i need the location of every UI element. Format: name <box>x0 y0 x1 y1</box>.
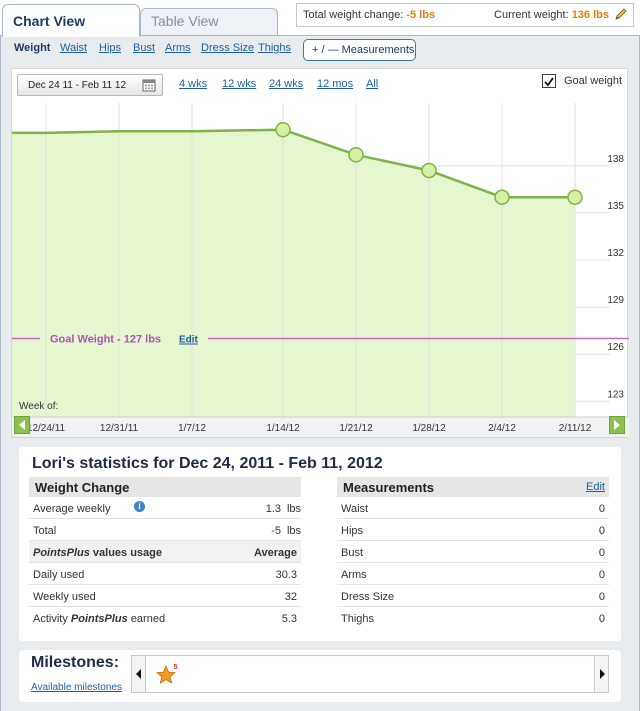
daily-used-row: Daily used 30.3 <box>29 563 301 585</box>
measurement-row-hips: Hips 0 <box>337 519 609 541</box>
metric-dress-size[interactable]: Dress Size <box>201 42 255 54</box>
date-range-value: Dec 24 11 - Feb 11 12 <box>28 80 127 91</box>
metric-thighs[interactable]: Thighs <box>258 42 292 54</box>
tab-table-view[interactable]: Table View <box>140 8 278 35</box>
view-tabs: Chart View Table View <box>0 0 640 37</box>
x-tick-label: 1/14/12 <box>266 423 300 434</box>
calendar-icon[interactable] <box>142 78 156 92</box>
x-tick-label: 12/24/11 <box>27 423 66 434</box>
range-all[interactable]: All <box>366 78 379 90</box>
arrow-left-icon <box>19 420 25 430</box>
measurements-edit-link[interactable]: Edit <box>586 481 605 493</box>
weight-point <box>494 189 510 205</box>
y-tick-label: 135 <box>607 201 624 212</box>
goal-weight-checkbox[interactable] <box>542 74 556 88</box>
x-tick-label: 1/21/12 <box>339 423 373 434</box>
star-icon[interactable]: 5 <box>154 662 180 688</box>
milestones-carousel: 5 <box>131 655 609 693</box>
pencil-icon[interactable] <box>614 7 628 21</box>
total-weight-change-value: -5 lbs <box>406 9 436 21</box>
weekly-used-row: Weekly used 32 <box>29 585 301 607</box>
weight-point <box>275 121 291 138</box>
statistics-panel: Lori's statistics for Dec 24, 2011 - Feb… <box>19 447 621 641</box>
range-12-months[interactable]: 12 mos <box>317 78 354 90</box>
weight-area <box>12 129 575 417</box>
y-tick-label: 123 <box>607 389 624 400</box>
current-weight: Current weight: 136 lbs <box>494 9 609 21</box>
goal-edit-link[interactable]: Edit <box>179 335 199 346</box>
milestones-title: Milestones: <box>31 654 120 671</box>
available-milestones-link[interactable]: Available milestones <box>31 682 122 693</box>
x-tick-label: 2/4/12 <box>488 423 516 434</box>
arrow-right-icon <box>614 420 620 430</box>
measurements-button[interactable]: + / — Measurements <box>303 39 416 61</box>
info-icon[interactable]: i <box>134 501 145 512</box>
milestones-prev-button[interactable] <box>132 656 146 692</box>
y-tick-label: 138 <box>607 154 624 165</box>
arrow-left-icon <box>136 669 141 679</box>
metric-arms[interactable]: Arms <box>165 42 191 54</box>
weight-change-section: Weight Change Average weekly i 1.3 lbs T… <box>29 477 301 629</box>
weight-point <box>567 189 583 205</box>
x-tick-label: 12/31/11 <box>100 423 139 434</box>
measurements-section: Measurements Edit Waist 0 Hips 0 Bust 0 … <box>337 477 609 629</box>
x-tick-label: 2/11/12 <box>559 423 592 434</box>
metric-hips[interactable]: Hips <box>99 42 122 54</box>
y-tick-label: 126 <box>607 342 624 353</box>
milestone-badge-text: 5 <box>174 664 178 671</box>
total-row: Total -5 lbs <box>29 519 301 541</box>
weight-point <box>421 162 437 179</box>
chart-plot: Goal Weight - 127 lbs Edit 123 126 129 132 135… <box>12 103 629 437</box>
weight-chart: Goal Weight - 127 lbs Edit 123 126 129 132 135… <box>11 68 629 438</box>
milestones-panel: Milestones: Available milestones 5 <box>19 650 621 702</box>
arrow-right-icon <box>600 669 605 679</box>
panel-divider <box>0 35 640 36</box>
y-tick-label: 132 <box>607 248 624 259</box>
goal-weight-checkbox-label: Goal weight <box>564 75 623 87</box>
average-weekly-row: Average weekly i 1.3 lbs <box>29 497 301 519</box>
x-axis-strip <box>12 417 629 437</box>
date-range-picker[interactable]: Dec 24 11 - Feb 11 12 <box>17 74 163 96</box>
measurement-row-waist: Waist 0 <box>337 497 609 519</box>
y-tick-label: 129 <box>607 295 624 306</box>
x-axis-title: Week of: <box>19 401 58 412</box>
chart-next-button[interactable] <box>609 416 625 434</box>
goal-line-label: Goal Weight - 127 lbs <box>50 334 161 346</box>
x-tick-label: 1/28/12 <box>412 423 446 434</box>
measurement-row-bust: Bust 0 <box>337 541 609 563</box>
metric-bust[interactable]: Bust <box>133 42 156 54</box>
activity-earned-row: Activity PointsPlus earned 5.3 <box>33 613 297 625</box>
weight-change-heading: Weight Change <box>29 477 301 497</box>
x-tick-label: 1/7/12 <box>178 423 206 434</box>
weight-summary: Total weight change: -5 lbs Current weig… <box>296 3 634 27</box>
metric-waist[interactable]: Waist <box>60 42 88 54</box>
check-icon <box>544 77 554 87</box>
pointsplus-heading: PointsPlus values usage Average <box>29 541 301 563</box>
metric-weight[interactable]: Weight <box>14 42 51 54</box>
current-weight-value: 136 lbs <box>571 9 609 21</box>
range-24-weeks[interactable]: 24 wks <box>269 78 304 90</box>
measurement-row-thighs: Thighs 0 <box>341 613 605 625</box>
measurement-row-dress-size: Dress Size 0 <box>337 585 609 607</box>
range-12-weeks[interactable]: 12 wks <box>222 78 257 90</box>
weight-point <box>348 147 364 163</box>
milestones-next-button[interactable] <box>594 656 608 692</box>
range-4-weeks[interactable]: 4 wks <box>179 78 208 90</box>
statistics-title: Lori's statistics for Dec 24, 2011 - Feb… <box>32 455 383 472</box>
chart-prev-button[interactable] <box>14 416 30 434</box>
measurement-row-arms: Arms 0 <box>337 563 609 585</box>
total-weight-change: Total weight change: -5 lbs <box>303 9 436 21</box>
tab-chart-view[interactable]: Chart View <box>2 4 140 37</box>
measurements-heading: Measurements Edit <box>337 477 609 497</box>
